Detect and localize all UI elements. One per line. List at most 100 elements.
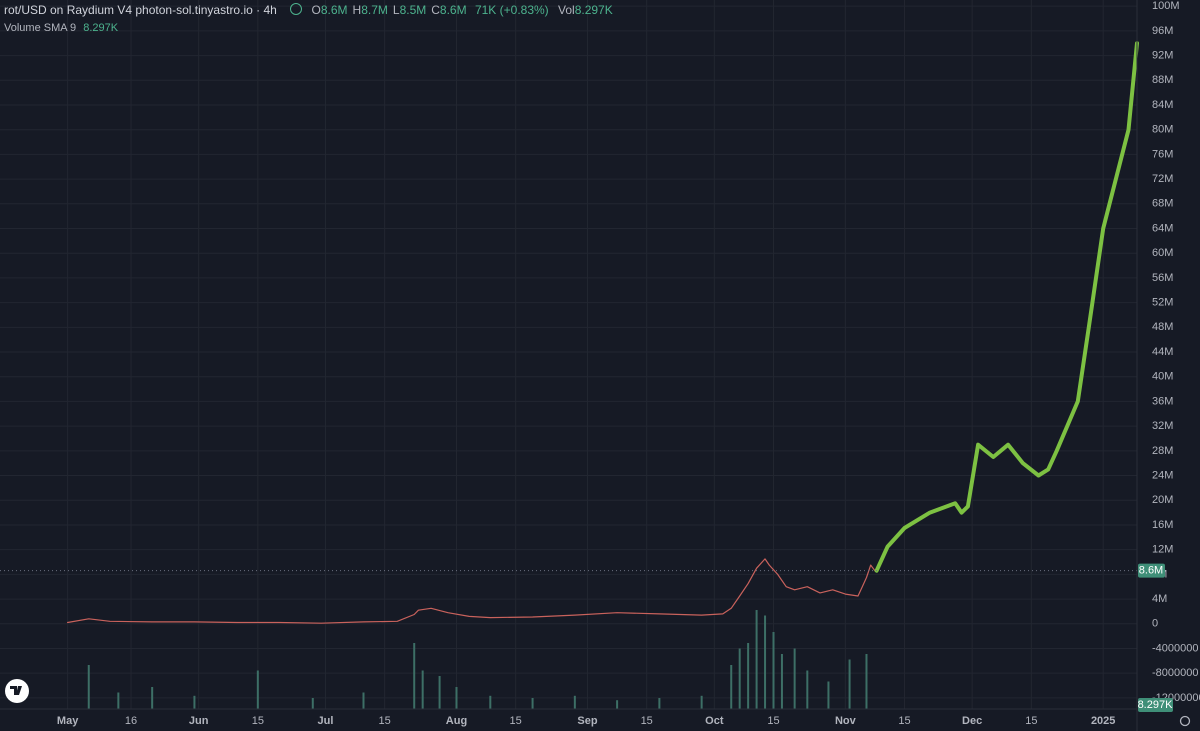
volume-bar: [793, 648, 796, 709]
last-price-box: [1138, 563, 1165, 578]
x-tick-label: 15: [510, 715, 522, 727]
volume-bar: [755, 610, 758, 709]
volume-bar: [730, 665, 733, 709]
x-tick-label: 15: [641, 715, 653, 727]
x-tick-label: 15: [898, 715, 910, 727]
indicator: Volume SMA 9 8.297K: [4, 22, 118, 34]
volume-bar: [438, 676, 441, 709]
volume-bar: [827, 681, 830, 709]
vol-value: 8.297K: [574, 3, 613, 17]
y-tick-label: 68M: [1152, 198, 1173, 210]
x-tick-label: Dec: [962, 715, 982, 727]
y-tick-label: 100M: [1152, 0, 1180, 12]
ohlc: O8.6M H8.7M L8.5M C8.6M: [311, 3, 471, 17]
y-tick-label: 64M: [1152, 222, 1173, 234]
ohlc-value: 8.7M: [361, 3, 388, 17]
y-tick-label: 72M: [1152, 173, 1173, 185]
volume-bar: [780, 654, 783, 709]
series: [0, 41, 1139, 624]
indicator-label: Volume SMA 9: [4, 22, 77, 34]
grid: [0, 0, 1137, 709]
indicator-value: 8.297K: [83, 22, 119, 34]
y-tick-label: 20M: [1152, 494, 1173, 506]
y-tick-label: 28M: [1152, 445, 1173, 457]
change: 71K (+0.83%): [474, 3, 549, 17]
x-tick-label: 15: [767, 715, 779, 727]
y-tick-label: 52M: [1152, 297, 1173, 309]
y-tick-label: 96M: [1152, 25, 1173, 37]
y-tick-label: 92M: [1152, 49, 1173, 61]
volume-bar: [87, 665, 90, 709]
settings-icon[interactable]: [1179, 715, 1191, 727]
volume-bar: [806, 670, 809, 709]
y-tick-label: 16M: [1152, 519, 1173, 531]
y-tick-label: 0: [1152, 618, 1158, 630]
y-tick-label: 80M: [1152, 124, 1173, 136]
x-tick-label: 16: [125, 715, 137, 727]
volume-bar: [193, 695, 196, 709]
y-tick-label: 84M: [1152, 99, 1173, 111]
settings-gear[interactable]: [1179, 715, 1191, 727]
axes: 100M 96M 92M 88M 84M 80M 76M 72M 68M 64M 60M 56M 52M…: [57, 0, 1200, 727]
status-dot: [290, 3, 303, 15]
x-tick-label: Jul: [318, 715, 334, 727]
volume-bar: [117, 692, 120, 709]
ohlc-key: L: [392, 3, 400, 17]
volume: [87, 610, 868, 709]
y-tick-label: 32M: [1152, 420, 1173, 432]
last-volume-box: [1138, 698, 1173, 712]
ohlc-key: O: [311, 3, 321, 17]
y-tick-label: 24M: [1152, 469, 1173, 481]
y-tick-label: 60M: [1152, 247, 1173, 259]
volume-bar: [362, 692, 365, 709]
ohlc-key: H: [352, 3, 362, 17]
symbol-title: rot/USD on Raydium V4 photon-sol.tinyast…: [4, 3, 277, 17]
x-tick-label: Sep: [577, 715, 597, 727]
x-tick-label: Jun: [189, 715, 209, 727]
volume-bar: [531, 698, 534, 709]
logo: [5, 679, 29, 703]
volume-bar: [455, 687, 458, 709]
y-tick-label: 48M: [1152, 321, 1173, 333]
volume-bar: [865, 654, 868, 709]
volume-bar: [848, 659, 851, 709]
series-line: [67, 558, 876, 624]
x-tick-label: Aug: [446, 715, 467, 727]
volume-bar: [658, 698, 661, 709]
x-tick-label: May: [57, 715, 79, 727]
y-tick-label: -4000000: [1152, 642, 1199, 654]
volume-bar: [489, 695, 492, 709]
volume-bar: [573, 695, 576, 709]
x-tick-label: Nov: [835, 715, 857, 727]
logo-mark: [10, 686, 22, 695]
vol-key: Vol: [558, 3, 575, 17]
volume-bar: [413, 643, 416, 709]
volume-bar: [738, 648, 741, 709]
y-tick-label: 44M: [1152, 346, 1173, 358]
y-tick-label: 56M: [1152, 272, 1173, 284]
series-line: [874, 41, 1139, 573]
x-tick-label: 15: [252, 715, 264, 727]
volume-bar: [151, 687, 154, 709]
volume-bar: [256, 670, 259, 709]
volume-bar: [772, 632, 775, 709]
volume-bar: [747, 643, 750, 709]
ohlc-value: 8.6M: [320, 3, 348, 17]
y-tick-label: 12M: [1152, 544, 1173, 556]
y-tick-label: 4M: [1152, 593, 1167, 605]
y-tick-label: 88M: [1152, 74, 1173, 86]
x-tick-label: 15: [379, 715, 391, 727]
x-tick-label: 15: [1025, 715, 1037, 727]
y-tick-label: -8000000: [1152, 667, 1199, 679]
header: rot/USD on Raydium V4 photon-sol.tinyast…: [4, 3, 613, 17]
ohlc-key: C: [431, 3, 440, 17]
volume-bar: [616, 700, 619, 709]
ohlc-value: 8.6M: [439, 3, 467, 17]
ohlc-value: 8.5M: [399, 3, 427, 17]
volume-bar: [700, 695, 703, 709]
y-tick-label: 76M: [1152, 148, 1173, 160]
x-tick-label: Oct: [705, 715, 724, 727]
